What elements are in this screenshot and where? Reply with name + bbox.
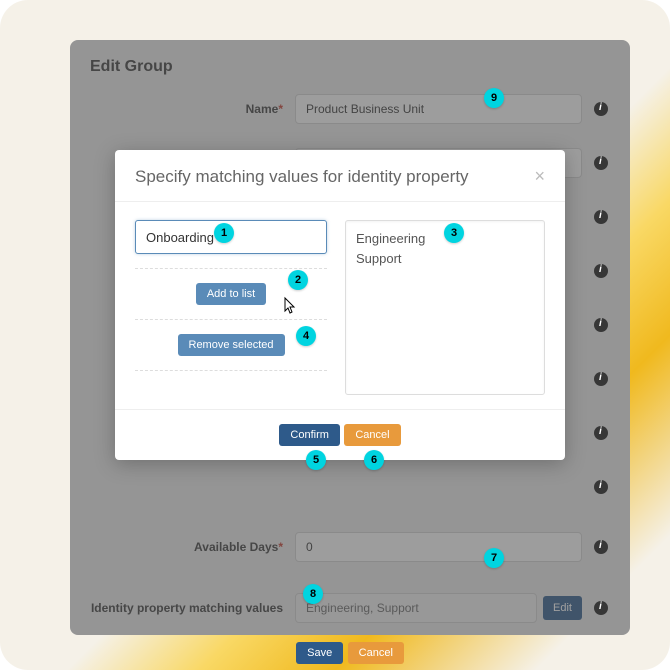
- page-background: Edit Group Name* Available Days* Identit…: [0, 0, 670, 670]
- modal-left-column: Add to list Remove selected: [135, 220, 327, 395]
- callout-marker: 4: [296, 326, 316, 346]
- values-listbox[interactable]: Engineering Support: [345, 220, 545, 395]
- remove-selected-button[interactable]: Remove selected: [178, 334, 285, 356]
- callout-marker: 7: [484, 548, 504, 568]
- modal-footer: Confirm Cancel: [115, 409, 565, 460]
- callout-marker: 5: [306, 450, 326, 470]
- modal-body: Add to list Remove selected Engineering …: [115, 202, 565, 409]
- callout-marker: 8: [303, 584, 323, 604]
- form-actions: Save Cancel: [90, 642, 610, 664]
- list-item[interactable]: Support: [356, 249, 534, 269]
- save-button[interactable]: Save: [296, 642, 343, 664]
- confirm-button[interactable]: Confirm: [279, 424, 340, 446]
- modal-header: Specify matching values for identity pro…: [115, 150, 565, 202]
- callout-marker: 9: [484, 88, 504, 108]
- modal-right-column: Engineering Support: [345, 220, 545, 395]
- cancel-button[interactable]: Cancel: [344, 424, 400, 446]
- cursor-icon: [280, 296, 298, 321]
- cancel-button[interactable]: Cancel: [348, 642, 404, 664]
- callout-marker: 2: [288, 270, 308, 290]
- modal-title: Specify matching values for identity pro…: [135, 167, 469, 187]
- callout-marker: 1: [214, 223, 234, 243]
- close-icon[interactable]: ×: [534, 166, 545, 187]
- add-to-list-button[interactable]: Add to list: [196, 283, 266, 305]
- callout-marker: 3: [444, 223, 464, 243]
- matching-values-modal: Specify matching values for identity pro…: [115, 150, 565, 460]
- callout-marker: 6: [364, 450, 384, 470]
